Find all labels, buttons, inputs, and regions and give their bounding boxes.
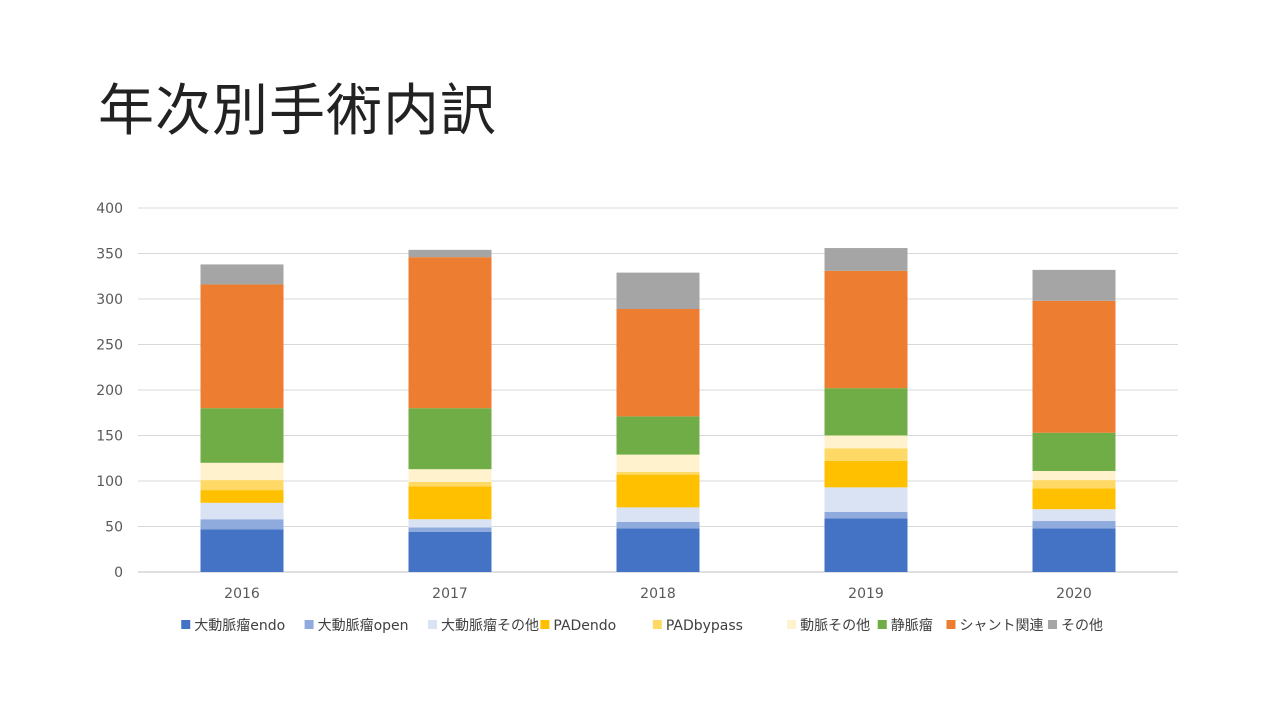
- x-tick-label: 2020: [1056, 586, 1092, 602]
- legend-swatch: [304, 620, 314, 629]
- bar-segment: [408, 531, 492, 572]
- bar-segment: [1032, 300, 1116, 433]
- legend-label: 大動脈瘤open: [318, 617, 409, 634]
- y-tick-label: 350: [96, 247, 123, 263]
- bar-segment: [824, 270, 908, 389]
- x-tick-label: 2019: [848, 586, 884, 602]
- legend-swatch: [652, 620, 662, 629]
- bar-segment: [1032, 521, 1116, 529]
- x-tick-label: 2017: [432, 586, 468, 602]
- y-tick-label: 150: [96, 429, 123, 445]
- bar-segment: [1032, 432, 1116, 471]
- bar-segment: [200, 480, 284, 491]
- legend-label: 動脈その他: [800, 618, 870, 634]
- bar-segment: [408, 527, 492, 532]
- bar-segment: [824, 248, 908, 271]
- bar-segment: [824, 511, 908, 519]
- legend-swatch: [181, 620, 191, 629]
- bar-segment: [408, 257, 492, 409]
- bar-segment: [200, 502, 284, 520]
- y-tick-label: 250: [96, 338, 123, 354]
- bar-segment: [616, 272, 700, 310]
- legend-label: 大動脈瘤その他: [441, 617, 539, 634]
- bar-segment: [824, 435, 908, 449]
- bar-segment: [200, 519, 284, 530]
- x-tick-label: 2016: [224, 586, 260, 602]
- bar-segment: [408, 408, 492, 470]
- legend-label: PADbypass: [666, 618, 743, 634]
- bar-segment: [824, 460, 908, 488]
- bar-segment: [616, 309, 700, 417]
- bar-segment: [616, 416, 700, 455]
- bar-segment: [200, 490, 284, 503]
- y-tick-label: 300: [96, 292, 123, 308]
- y-tick-label: 200: [96, 383, 123, 399]
- legend-label: 大動脈瘤endo: [194, 617, 285, 634]
- legend-swatch: [877, 620, 887, 629]
- legend-swatch: [787, 620, 797, 629]
- bar-segment: [1032, 470, 1116, 481]
- y-tick-label: 100: [96, 474, 123, 490]
- bar-segment: [200, 408, 284, 463]
- bar-segment: [200, 462, 284, 481]
- bar-segment: [1032, 480, 1116, 489]
- bar-segment: [408, 469, 492, 482]
- bar-segment: [616, 521, 700, 529]
- bar-segment: [200, 284, 284, 409]
- legend-label: 静脈瘤: [891, 617, 933, 634]
- bar-segment: [408, 249, 492, 258]
- y-tick-label: 50: [105, 520, 123, 536]
- bar-segment: [824, 518, 908, 572]
- bar-segment: [824, 448, 908, 461]
- bar-segment: [1032, 528, 1116, 572]
- bar-segment: [824, 487, 908, 512]
- bar-segment: [200, 264, 284, 285]
- bar-segment: [1032, 269, 1116, 301]
- bar-segment: [616, 454, 700, 472]
- bar-segment: [616, 528, 700, 572]
- legend-swatch: [427, 620, 437, 629]
- bar-segment: [408, 481, 492, 487]
- bar-segment: [1032, 509, 1116, 522]
- bar-segment: [408, 486, 492, 520]
- legend-swatch: [540, 620, 550, 629]
- bar-segment: [200, 529, 284, 572]
- bar-segment: [408, 519, 492, 528]
- legend-swatch: [1048, 620, 1057, 629]
- bar-segment: [616, 474, 700, 508]
- legend-label: シャント関連: [959, 618, 1043, 634]
- bar-segment: [616, 507, 700, 522]
- legend-swatch: [946, 620, 956, 629]
- bar-segment: [1032, 488, 1116, 510]
- y-tick-label: 0: [114, 565, 123, 581]
- y-tick-label: 400: [96, 201, 123, 217]
- bar-segment: [616, 471, 700, 475]
- x-tick-label: 2018: [640, 586, 676, 602]
- legend-label: PADendo: [553, 618, 616, 634]
- slide-title: 年次別手術内訳: [98, 79, 497, 144]
- bar-segment: [824, 388, 908, 436]
- legend-label: その他: [1061, 618, 1103, 634]
